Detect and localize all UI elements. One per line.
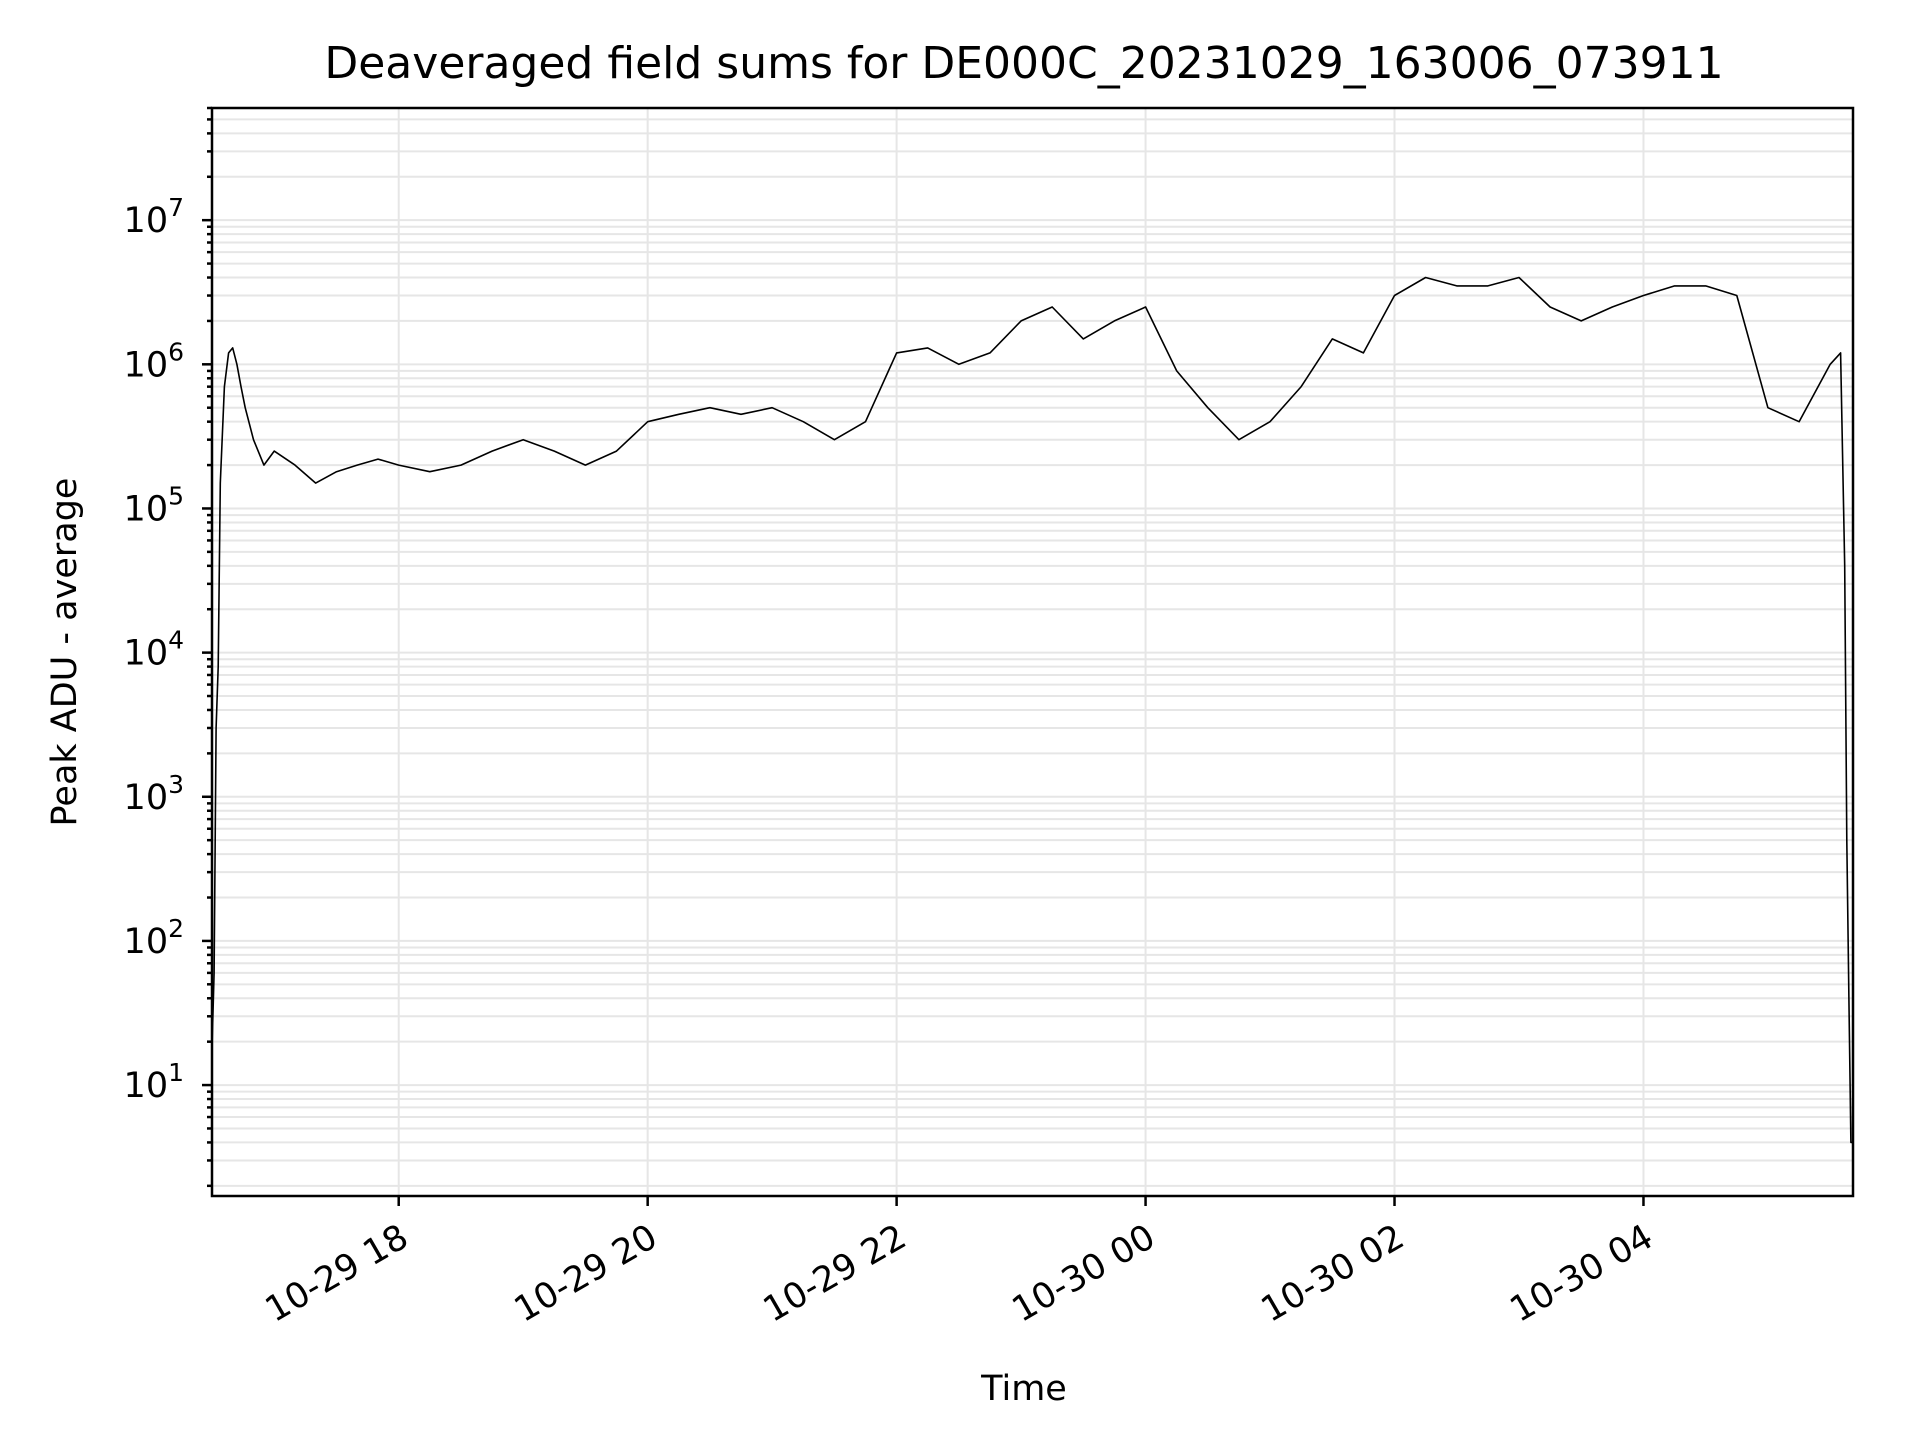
y-tick-label: 106 [124,337,184,385]
x-tick-label: 10-30 04 [1504,1217,1660,1330]
x-tick-label: 10-29 22 [757,1217,913,1330]
series-group [211,276,1853,1144]
y-tick-label: 102 [124,914,184,962]
x-tick-label: 10-30 02 [1255,1217,1411,1330]
x-tick-label: 10-29 20 [508,1217,664,1330]
y-tick-label: 101 [124,1058,184,1106]
y-tick-label: 105 [124,481,184,529]
x-tick-label: 10-29 18 [259,1217,415,1330]
chart-title: Deaveraged field sums for DE000C_2023102… [324,38,1723,89]
series-line-0 [211,276,1853,1144]
x-axis-label: Time [980,1369,1067,1409]
y-axis-label: Peak ADU - average [45,478,85,827]
y-tick-label: 103 [124,770,184,818]
plot-frame [210,106,1855,1198]
y-tick-label: 104 [124,626,184,674]
x-tick-label: 10-30 00 [1006,1217,1162,1330]
grid [212,107,1853,1196]
axes: 10-29 18 10-29 20 10-29 22 10-30 00 10-30 02… [124,106,1855,1330]
y-tick-label: 107 [124,193,184,241]
